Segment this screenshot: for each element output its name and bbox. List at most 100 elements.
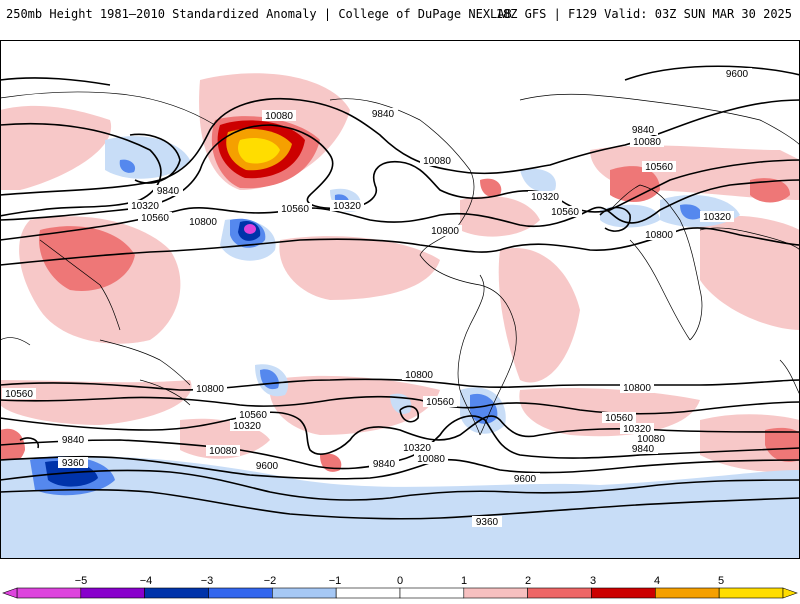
label-10320-atl: 10320 [528, 191, 562, 203]
colorbar-labels: −5 −4 −3 −2 −1 0 1 2 3 4 5 [75, 575, 724, 587]
label-10560-pac: 10560 [278, 203, 312, 215]
height-contours [0, 65, 800, 520]
colorbar-segment [654, 587, 720, 599]
svg-text:10080: 10080 [637, 434, 665, 445]
svg-text:10320: 10320 [703, 212, 731, 223]
label-9840-io: 9840 [628, 443, 658, 455]
colorbar-segment [16, 587, 82, 599]
svg-text:10560: 10560 [141, 213, 169, 224]
label-10080-io: 10080 [634, 433, 668, 445]
colorbar-label-m1: −1 [329, 575, 342, 587]
svg-text:9840: 9840 [632, 125, 655, 136]
label-10560-w: 10560 [138, 212, 172, 224]
contour-labels: 9600 9840 10080 9840 10320 10560 10800 1… [2, 68, 752, 528]
svg-text:9360: 9360 [476, 517, 499, 528]
colorbar-label-p3: 3 [590, 575, 596, 587]
svg-text:9840: 9840 [373, 459, 396, 470]
label-9600-top: 9600 [722, 68, 752, 80]
colorbar-scale: −5 −4 −3 −2 −1 0 1 2 3 4 5 [2, 575, 798, 599]
svg-text:10560: 10560 [281, 204, 309, 215]
label-9360-sw: 9360 [58, 457, 88, 469]
label-10080-eu: 10080 [630, 136, 664, 148]
label-10320-sa: 10320 [400, 442, 434, 454]
label-10560-io: 10560 [602, 412, 636, 424]
label-10080-ak: 10080 [262, 110, 296, 122]
label-9600-sa: 9600 [510, 473, 540, 485]
label-10320-me: 10320 [700, 211, 734, 223]
colorbar-label-m4: −4 [140, 575, 153, 587]
label-10080-sa: 10080 [414, 453, 448, 465]
svg-text:10080: 10080 [209, 446, 237, 457]
svg-text:10800: 10800 [431, 226, 459, 237]
svg-text:10320: 10320 [403, 443, 431, 454]
label-10560-atl: 10560 [548, 206, 582, 218]
colorbar-label-p4: 4 [654, 575, 660, 587]
svg-text:10080: 10080 [265, 111, 293, 122]
svg-text:9840: 9840 [62, 435, 85, 446]
label-10800-mx: 10800 [428, 225, 462, 237]
svg-text:10320: 10320 [131, 201, 159, 212]
colorbar-segments [2, 587, 798, 599]
colorbar-arrow-right [782, 587, 798, 599]
label-10080-na: 10080 [420, 155, 454, 167]
label-10320-io: 10320 [620, 423, 654, 435]
colorbar-segment [718, 587, 784, 599]
svg-text:10800: 10800 [645, 230, 673, 241]
svg-text:10560: 10560 [239, 410, 267, 421]
anomaly-map: 9600 9840 10080 9840 10320 10560 10800 1… [0, 40, 800, 559]
svg-text:10800: 10800 [623, 383, 651, 394]
svg-text:10320: 10320 [623, 424, 651, 435]
svg-text:9600: 9600 [726, 69, 749, 80]
map-title: 250mb Height 1981–2010 Standardized Anom… [6, 7, 512, 21]
colorbar-segment [463, 587, 528, 599]
svg-text:10800: 10800 [405, 370, 433, 381]
svg-text:10320: 10320 [233, 421, 261, 432]
svg-text:10560: 10560 [645, 162, 673, 173]
svg-text:10560: 10560 [605, 413, 633, 424]
colorbar-label-m5: −5 [75, 575, 88, 587]
colorbar-label-p1: 1 [461, 575, 467, 587]
svg-text:9840: 9840 [372, 109, 395, 120]
label-10800-sa: 10800 [402, 369, 436, 381]
svg-text:10080: 10080 [633, 137, 661, 148]
colorbar-segment [591, 587, 656, 599]
svg-text:10080: 10080 [423, 156, 451, 167]
svg-text:9600: 9600 [514, 474, 537, 485]
label-9840-pac: 9840 [368, 108, 398, 120]
label-10560-sa: 10560 [423, 396, 457, 408]
colorbar-label-m3: −3 [201, 575, 214, 587]
colorbar-label-0: 0 [397, 575, 403, 587]
map-header: 250mb Height 1981–2010 Standardized Anom… [0, 0, 800, 40]
colorbar-label-p5: 5 [718, 575, 724, 587]
label-9840-eu: 9840 [628, 124, 658, 136]
colorbar-segment [271, 587, 337, 599]
label-10560-sw: 10560 [2, 388, 36, 400]
label-10800-io: 10800 [620, 382, 654, 394]
label-10320-sp: 10320 [230, 420, 264, 432]
svg-text:10560: 10560 [426, 397, 454, 408]
label-10800-sp: 10800 [193, 383, 227, 395]
label-9840-sa: 9840 [369, 458, 399, 470]
svg-text:9840: 9840 [632, 444, 655, 455]
model-valid-time: 18Z GFS | F129 Valid: 03Z SUN MAR 30 202… [495, 7, 792, 21]
label-10800-af: 10800 [642, 229, 676, 241]
svg-text:10800: 10800 [196, 384, 224, 395]
svg-text:10560: 10560 [5, 389, 33, 400]
label-9840-ak: 9840 [153, 185, 183, 197]
coastlines [0, 91, 800, 436]
colorbar: −5 −4 −3 −2 −1 0 1 2 3 4 5 [0, 570, 800, 600]
label-10080-sp: 10080 [206, 445, 240, 457]
svg-text:9360: 9360 [62, 458, 85, 469]
colorbar-segment [208, 587, 273, 599]
label-10320-w: 10320 [128, 200, 162, 212]
label-10800-pac: 10800 [186, 216, 220, 228]
colorbar-arrow-left [2, 587, 18, 599]
svg-text:10320: 10320 [333, 201, 361, 212]
label-9600-sp: 9600 [252, 460, 282, 472]
svg-text:9840: 9840 [157, 186, 180, 197]
colorbar-segment [80, 587, 145, 599]
label-10320-pac: 10320 [330, 200, 364, 212]
colorbar-segment [527, 587, 592, 599]
svg-text:10560: 10560 [551, 207, 579, 218]
svg-text:10320: 10320 [531, 192, 559, 203]
